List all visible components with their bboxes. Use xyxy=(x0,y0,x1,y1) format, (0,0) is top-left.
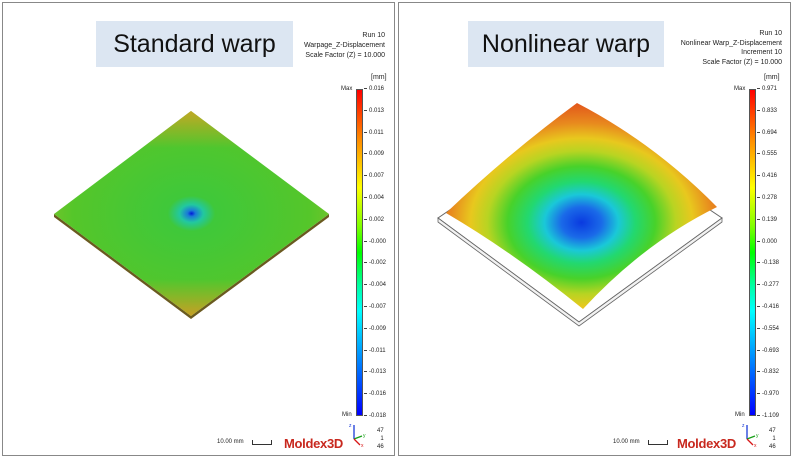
left-legend-ticks: 0.016 0.013 0.011 0.009 0.007 0.004 0.002 -0.00… xyxy=(364,86,394,419)
axis-number: 1 xyxy=(772,436,776,442)
legend-tick-label: 0.694 xyxy=(757,130,777,136)
legend-tick-label: 0.555 xyxy=(757,151,777,157)
legend-tick-label: 0.971 xyxy=(757,86,777,92)
right-scale-text: 10.00 mm xyxy=(613,439,640,445)
left-max-label: Max xyxy=(341,86,353,92)
svg-text:z: z xyxy=(742,423,745,429)
right-warped-surface xyxy=(446,103,717,309)
legend-tick-label: -0.004 xyxy=(364,282,386,288)
right-info-scale: Scale Factor (Z) = 10.000 xyxy=(702,58,782,66)
right-info-result: Nonlinear Warp_Z-Displacement xyxy=(680,39,782,47)
left-title: Standard warp xyxy=(96,21,293,67)
legend-tick-label: 0.278 xyxy=(757,195,777,201)
right-info: Run 10 Nonlinear Warp_Z-Displacement Inc… xyxy=(681,29,782,67)
legend-tick-label: -0.002 xyxy=(364,260,386,266)
left-scale-text: 10.00 mm xyxy=(217,439,244,445)
legend-tick-label: -0.011 xyxy=(364,348,386,354)
left-warp-model[interactable] xyxy=(3,3,395,456)
svg-text:x: x xyxy=(361,443,364,447)
left-color-legend xyxy=(356,89,363,416)
legend-tick-label: 0.002 xyxy=(364,217,384,223)
right-title: Nonlinear warp xyxy=(468,21,664,67)
xyz-axis-icon: z y x xyxy=(742,423,759,447)
left-logo: Moldex3D xyxy=(284,436,344,451)
legend-tick-label: -0.013 xyxy=(364,369,386,375)
right-max-label: Max xyxy=(734,86,746,92)
legend-tick-label: -0.138 xyxy=(757,260,779,266)
right-reference-plate-edge xyxy=(437,217,723,327)
legend-tick-label: 0.833 xyxy=(757,108,777,114)
svg-text:x: x xyxy=(754,443,757,447)
left-info: Run 10 Warpage_Z-Displacement Scale Fact… xyxy=(304,31,385,61)
xyz-axis-icon: z y x xyxy=(349,423,366,447)
left-info-scale: Scale Factor (Z) = 10.000 xyxy=(305,52,385,59)
legend-tick-label: -0.277 xyxy=(757,282,779,288)
legend-tick-label: -0.000 xyxy=(364,239,386,245)
legend-tick-label: 0.000 xyxy=(757,239,777,245)
legend-tick-label: -0.007 xyxy=(364,304,386,310)
right-info-run: Run 10 xyxy=(759,30,782,37)
legend-tick-label: -0.832 xyxy=(757,369,779,375)
left-viewport[interactable]: Standard warp Run 10 Warpage_Z-Displacem… xyxy=(2,2,395,456)
legend-tick-label: -0.018 xyxy=(364,413,386,419)
right-unit: [mm] xyxy=(764,74,780,81)
right-info-increment: Increment 10 xyxy=(741,49,782,57)
legend-tick-label: 0.011 xyxy=(364,130,384,136)
legend-tick-label: -0.554 xyxy=(757,326,779,332)
right-min-label: Min xyxy=(735,412,745,418)
right-legend-ticks: 0.971 0.833 0.694 0.555 0.416 0.278 0.139 0.000… xyxy=(757,86,790,419)
left-axis-numbers: 47 1 46 xyxy=(377,427,384,451)
axis-number: 47 xyxy=(769,428,776,434)
legend-tick-label: -0.016 xyxy=(364,391,386,397)
svg-text:y: y xyxy=(363,433,366,439)
svg-text:y: y xyxy=(756,433,759,439)
left-unit: [mm] xyxy=(371,74,387,81)
left-plate-shade xyxy=(54,111,329,316)
right-logo: Moldex3D xyxy=(677,436,737,451)
left-info-run: Run 10 xyxy=(362,32,385,39)
legend-tick-label: 0.009 xyxy=(364,151,384,157)
legend-tick-label: -0.009 xyxy=(364,326,386,332)
legend-tick-label: -0.970 xyxy=(757,391,779,397)
legend-tick-label: 0.004 xyxy=(364,195,384,201)
left-scale-bar: 10.00 mm xyxy=(217,439,272,445)
legend-tick-label: 0.139 xyxy=(757,217,777,223)
right-warp-model[interactable] xyxy=(399,3,791,456)
legend-tick-label: -0.693 xyxy=(757,348,779,354)
right-viewport[interactable]: Nonlinear warp Run 10 Nonlinear Warp_Z-D… xyxy=(398,2,791,456)
legend-tick-label: 0.007 xyxy=(364,173,384,179)
legend-tick-label: -0.416 xyxy=(757,304,779,310)
axis-number: 46 xyxy=(377,444,384,450)
legend-tick-label: 0.013 xyxy=(364,108,384,114)
axis-number: 1 xyxy=(380,436,384,442)
axis-number: 46 xyxy=(769,444,776,450)
axis-number: 47 xyxy=(377,428,384,434)
svg-text:z: z xyxy=(349,423,352,429)
legend-tick-label: 0.016 xyxy=(364,86,384,92)
legend-tick-label: 0.416 xyxy=(757,173,777,179)
left-min-label: Min xyxy=(342,412,352,418)
right-axis-numbers: 47 1 46 xyxy=(769,427,776,451)
right-color-legend xyxy=(749,89,756,416)
left-info-result: Warpage_Z-Displacement xyxy=(303,42,385,49)
legend-tick-label: -1.109 xyxy=(757,413,779,419)
right-scale-bar: 10.00 mm xyxy=(613,439,668,445)
